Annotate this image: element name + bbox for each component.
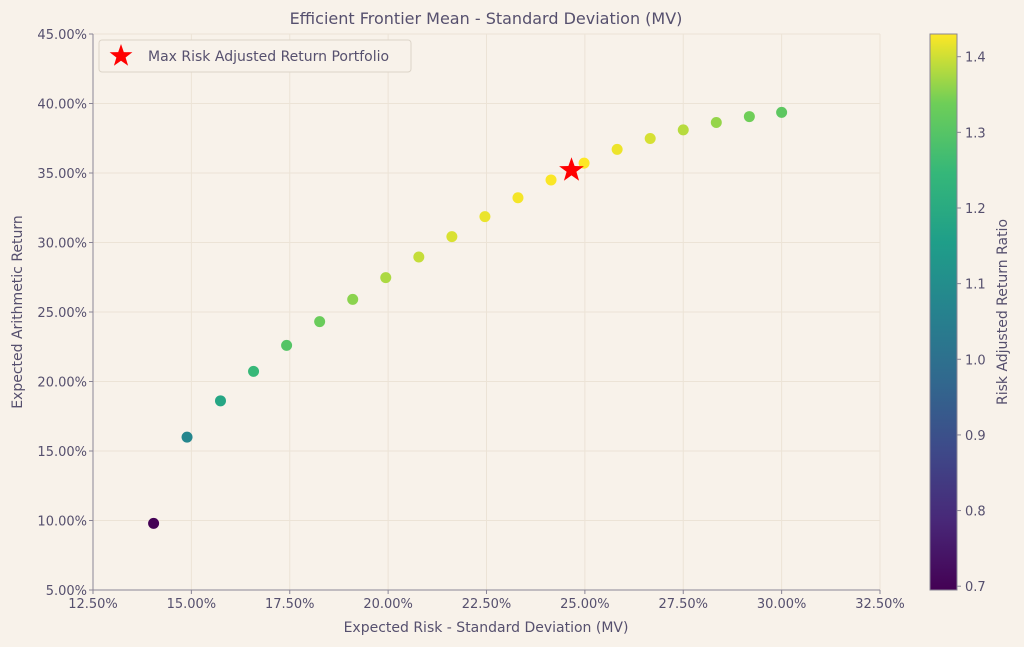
data-point [545,174,557,186]
x-tick-label: 20.00% [363,597,413,612]
y-tick-label: 40.00% [37,98,87,113]
max-risk-adjusted-star [559,157,584,181]
colorbar-tick-label: 1.4 [965,51,986,66]
legend-star-marker [109,44,133,66]
data-point [148,517,160,529]
data-point [413,251,425,263]
data-point [677,124,689,136]
data-point [181,431,193,443]
data-point [214,395,226,407]
y-tick-label: 45.00% [37,28,87,43]
data-point [347,293,359,305]
data-point [446,231,458,243]
y-tick-label: 25.00% [37,306,87,321]
highlight-marker [559,157,584,181]
data-point [479,211,491,223]
y-tick-label: 5.00% [46,584,87,599]
x-tick-label: 30.00% [757,597,807,612]
y-tick-label: 15.00% [37,445,87,460]
x-tick-label: 22.50% [462,597,512,612]
chart-title: Efficient Frontier Mean - Standard Devia… [290,9,683,28]
legend-box [98,39,412,73]
data-point [314,316,326,328]
colorbar-tick-label: 0.9 [965,429,986,444]
data-point [248,365,260,377]
data-point [776,106,788,118]
data-point [644,133,656,145]
grid [92,33,881,591]
colorbar-tick-label: 1.1 [965,278,986,293]
data-point [512,192,524,204]
y-tick-label: 10.00% [37,515,87,530]
x-axis-label: Expected Risk - Standard Deviation (MV) [344,620,629,636]
colorbar-tick-label: 0.8 [965,505,986,520]
legend-label: Max Risk Adjusted Return Portfolio [148,49,389,65]
colorbar-tick-label: 0.7 [965,580,986,595]
x-tick-label: 17.50% [265,597,315,612]
colorbar-tick-label: 1.3 [965,126,986,141]
data-point [578,157,590,169]
legend-star-icon [109,44,133,66]
x-tick-label: 15.00% [167,597,217,612]
data-point [281,339,293,351]
y-tick-label: 35.00% [37,167,87,182]
colorbar-ticks: 0.7 0.8 0.9 1.0 1.1 1.2 1.3 1.4 [957,51,986,595]
data-points [148,106,788,529]
y-tick-label: 20.00% [37,376,87,391]
y-axis-ticks: 5.00% 10.00% 15.00% 20.00% 25.00% 30.00% 35.00… [37,28,93,599]
data-point [611,143,623,155]
colorbar [929,33,958,591]
x-axis-ticks: 12.50% 15.00% 17.50% 20.00% 22.50% 25.00% 27.5… [68,590,905,612]
colorbar-tick-label: 1.0 [965,353,986,368]
colorbar-label: Risk Adjusted Return Ratio [995,219,1011,405]
x-tick-label: 12.50% [68,597,118,612]
data-point [743,111,755,123]
data-point [710,117,722,129]
colorbar-tick-label: 1.2 [965,202,986,217]
legend: Max Risk Adjusted Return Portfolio [98,39,412,73]
x-tick-label: 27.50% [658,597,708,612]
x-tick-label: 32.50% [855,597,905,612]
y-axis-label: Expected Arithmetic Return [10,215,26,409]
data-point [380,272,392,284]
x-tick-label: 25.00% [560,597,610,612]
y-tick-label: 30.00% [37,237,87,252]
